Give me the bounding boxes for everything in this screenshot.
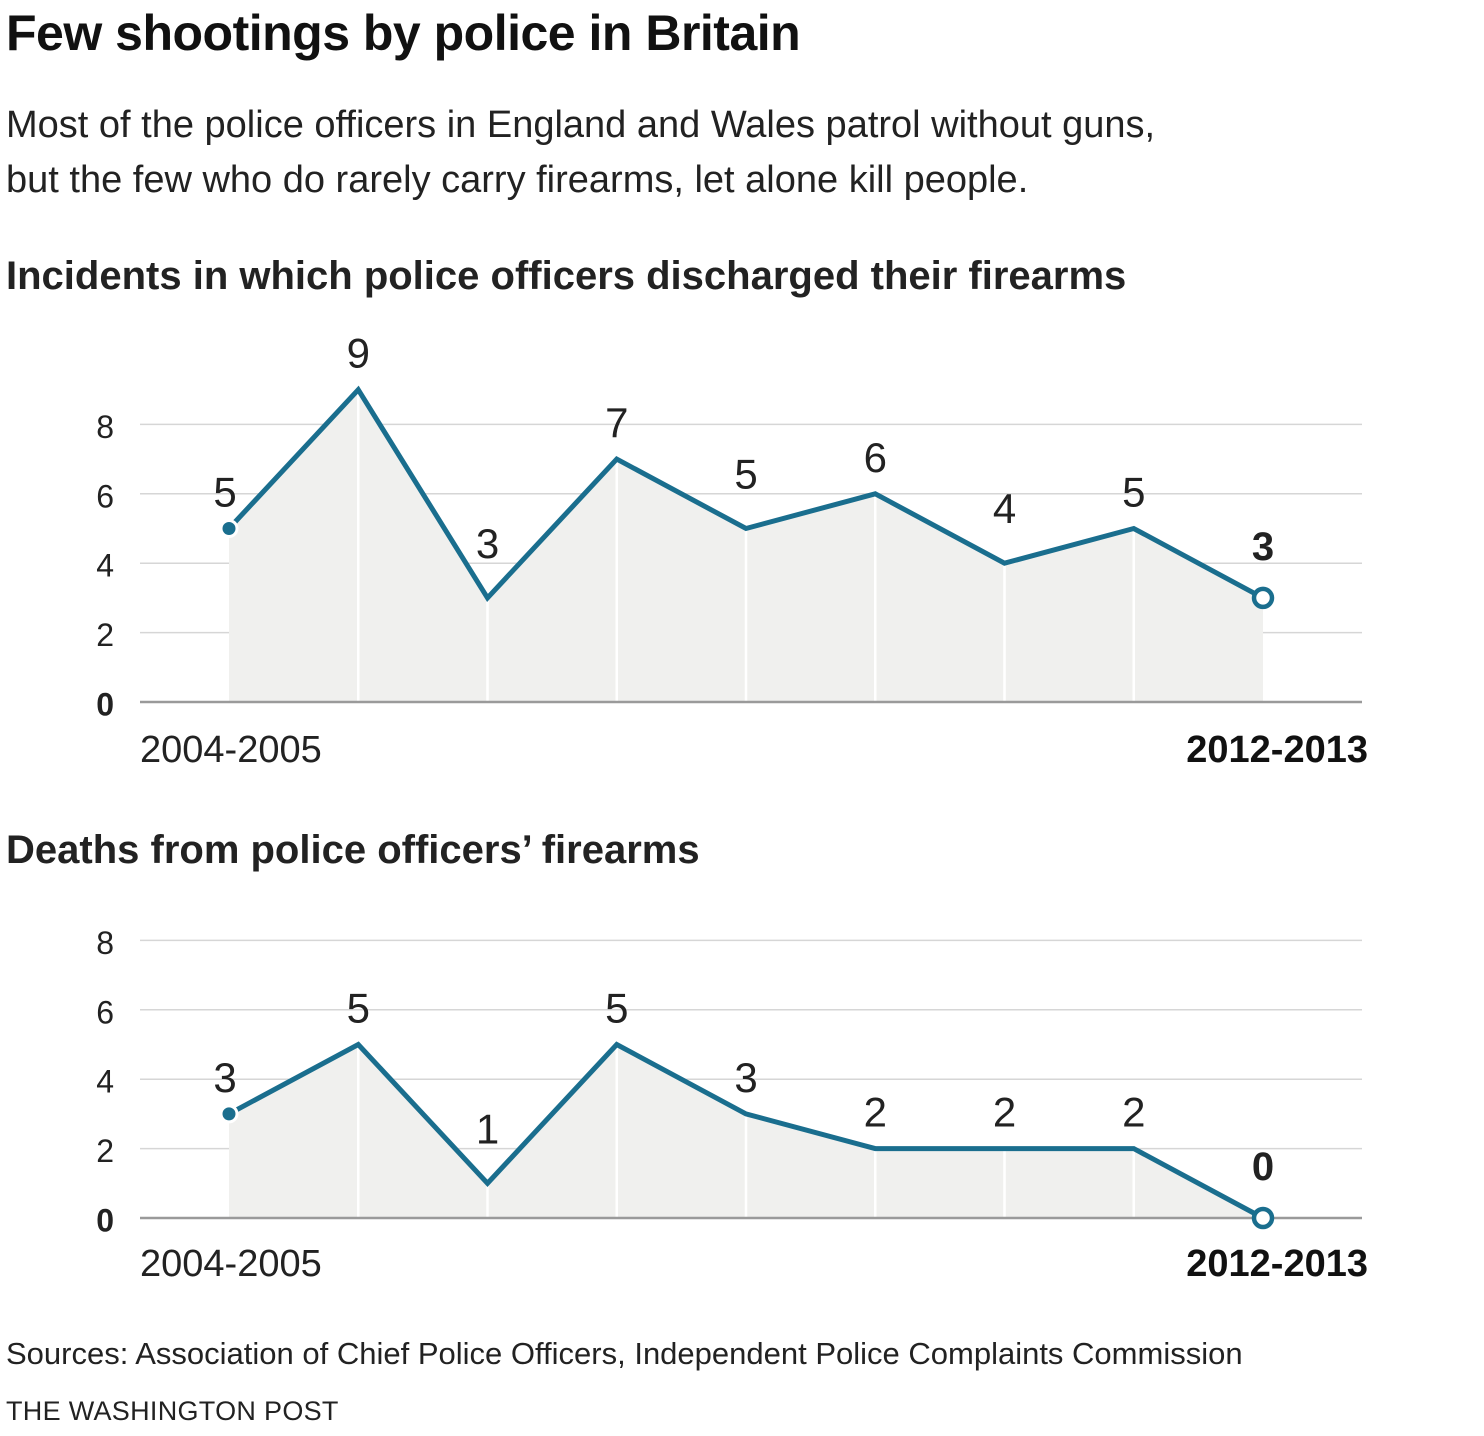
publisher-credit: THE WASHINGTON POST — [6, 1396, 339, 1426]
deaths-y-tick-label: 4 — [96, 1064, 114, 1100]
deaths-x-start-label: 2004-2005 — [140, 1243, 322, 1285]
deaths-y-tick-label: 0 — [96, 1202, 114, 1238]
deaths-data-label: 5 — [347, 985, 370, 1032]
deaths-x-end-label: 2012-2013 — [1186, 1243, 1368, 1285]
incidents-data-label: 5 — [1122, 469, 1145, 516]
deaths-start-point — [219, 1104, 239, 1124]
incidents-data-label: 3 — [1252, 525, 1274, 569]
incidents-data-label: 7 — [605, 399, 628, 446]
deaths-data-label: 2 — [993, 1089, 1016, 1136]
incidents-end-point — [1251, 586, 1275, 610]
incidents-y-tick-label: 2 — [96, 617, 114, 653]
page-title: Few shootings by police in Britain — [6, 5, 801, 61]
incidents-data-label: 5 — [734, 451, 757, 498]
source-note: Sources: Association of Chief Police Off… — [6, 1336, 1243, 1371]
incidents-y-tick-label: 6 — [96, 478, 114, 514]
deaths-data-label: 2 — [1122, 1089, 1145, 1136]
deaths-series-line — [226, 1041, 1266, 1221]
incidents-start-point — [219, 519, 239, 538]
incidents-data-label: 9 — [347, 330, 370, 377]
deaths-data-label: 1 — [476, 1105, 499, 1152]
deaths-data-label: 2 — [864, 1089, 887, 1136]
deaths-y-tick-label: 8 — [96, 925, 114, 961]
incidents-chart-title: Incidents in which police officers disch… — [6, 254, 1127, 298]
incidents-data-label: 6 — [864, 434, 887, 481]
deaths-chart: 0 2 4 6 8 3 5 1 5 3 2 2 2 0 2004-2005 2012-2013 — [96, 925, 1368, 1285]
page-subtitle: Most of the police officers in England a… — [6, 98, 1466, 208]
deaths-data-label: 5 — [605, 985, 628, 1032]
incidents-y-tick-label: 4 — [96, 548, 114, 584]
deaths-y-tick-label: 6 — [96, 994, 114, 1030]
subtitle-line-2: but the few who do rarely carry firearms… — [6, 159, 1029, 201]
incidents-series-line — [226, 385, 1266, 602]
subtitle-line-1: Most of the police officers in England a… — [6, 104, 1156, 146]
deaths-end-point — [1251, 1206, 1275, 1230]
incidents-data-label: 3 — [476, 520, 499, 567]
deaths-chart-title: Deaths from police officers’ firearms — [6, 828, 700, 872]
deaths-y-tick-label: 2 — [96, 1133, 114, 1169]
deaths-data-label: 3 — [213, 1054, 236, 1101]
incidents-x-end-label: 2012-2013 — [1186, 729, 1368, 771]
incidents-y-tick-label: 8 — [96, 409, 114, 445]
incidents-data-label: 5 — [213, 469, 236, 516]
incidents-y-tick-label: 0 — [96, 686, 114, 722]
incidents-x-start-label: 2004-2005 — [140, 729, 322, 771]
deaths-data-label: 0 — [1252, 1145, 1274, 1189]
incidents-chart: 0 2 4 6 8 5 9 3 7 5 6 4 5 3 2004-2005 2012-2013 — [96, 330, 1368, 771]
incidents-data-label: 4 — [993, 485, 1016, 532]
deaths-data-label: 3 — [734, 1054, 757, 1101]
